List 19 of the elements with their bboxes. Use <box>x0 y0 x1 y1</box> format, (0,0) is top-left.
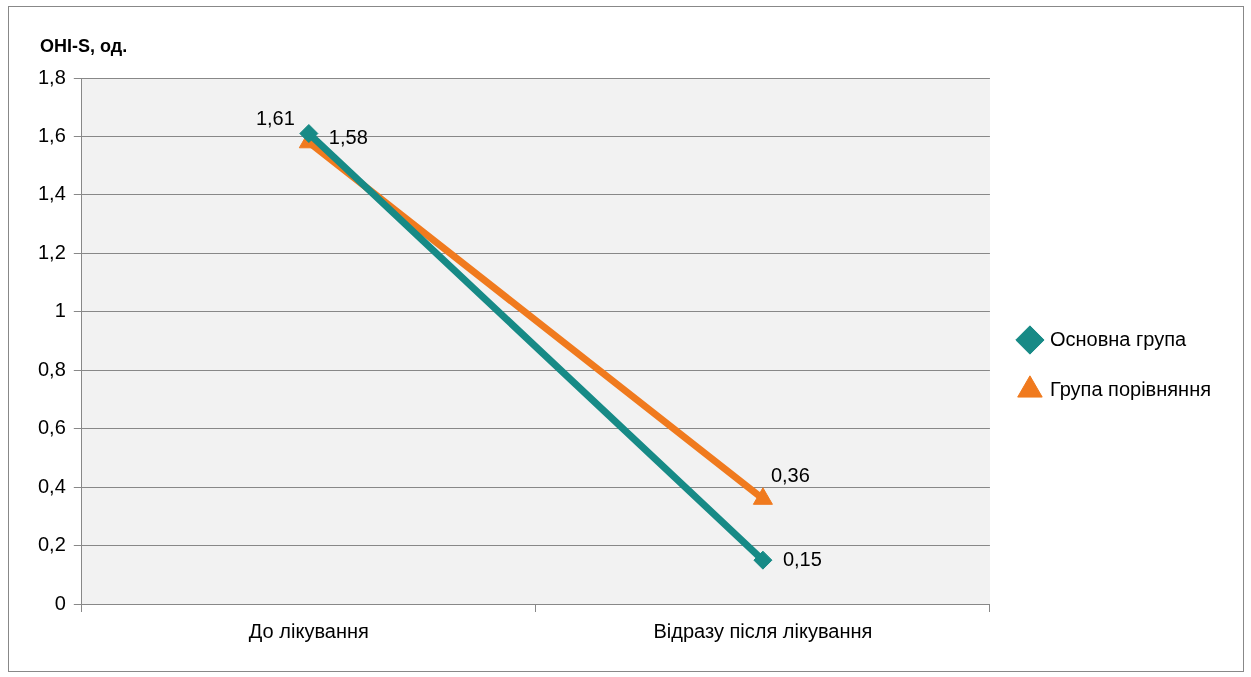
y-tick-label: 0,4 <box>37 474 66 497</box>
y-tick-label: 0,2 <box>37 533 66 556</box>
y-tick-label: 1,4 <box>37 182 66 205</box>
data-label: 1,61 <box>255 107 295 130</box>
x-tick-label: До лікування <box>248 619 369 642</box>
data-label: 1,58 <box>328 125 368 148</box>
y-tick-label: 0 <box>54 591 66 614</box>
y-tick-label: 1 <box>54 299 66 322</box>
y-tick-label: 0,6 <box>37 416 66 439</box>
y-tick-label: 1,2 <box>37 240 66 263</box>
data-label: 0,36 <box>770 464 810 487</box>
y-tick-label: 1,8 <box>37 65 66 88</box>
y-tick-label: 1,6 <box>37 123 66 146</box>
data-label: 0,15 <box>782 547 822 570</box>
y-tick-label: 0,8 <box>37 357 66 380</box>
y-axis-title: OHI-S, од. <box>40 36 128 57</box>
legend-label: Група порівняння <box>1049 377 1212 400</box>
x-tick-label: Відразу після лікування <box>653 619 873 642</box>
legend-label: Основна група <box>1049 327 1188 350</box>
